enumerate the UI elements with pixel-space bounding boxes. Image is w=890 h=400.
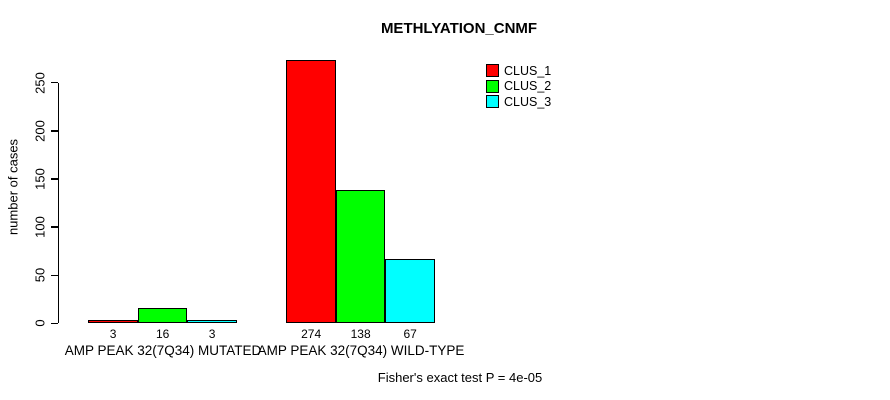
- bar-value-label-clus-3-mutated: 3: [208, 327, 216, 341]
- bar-value-label-clus-3-wild-type: 67: [403, 327, 417, 341]
- x-category-label-wild-type: AMP PEAK 32(7Q34) WILD-TYPE: [257, 343, 465, 358]
- y-axis-line: [57, 82, 59, 324]
- bar-clus-1-wild-type: [286, 59, 336, 324]
- legend-item-clus-3: CLUS_3: [486, 94, 551, 110]
- y-axis-tick-label: 200: [32, 119, 48, 142]
- y-axis-tick: [50, 274, 58, 276]
- legend-label-clus-1: CLUS_1: [504, 63, 552, 78]
- y-axis-title: number of cases: [5, 138, 21, 236]
- y-axis-tick-label: 0: [32, 319, 48, 327]
- bar-clus-2-mutated: [137, 307, 188, 324]
- x-category-label-mutated: AMP PEAK 32(7Q34) MUTATED: [64, 343, 262, 358]
- y-axis-tick: [50, 178, 58, 180]
- bar-value-label-clus-1-mutated: 3: [109, 327, 117, 341]
- legend-label-clus-2: CLUS_2: [504, 79, 552, 94]
- y-axis-tick-label: 250: [32, 71, 48, 94]
- y-axis-tick: [50, 130, 58, 132]
- y-axis-tick-label: 100: [32, 216, 48, 238]
- bar-clus-2-wild-type: [335, 190, 386, 324]
- legend-item-clus-1: CLUS_1: [486, 63, 551, 79]
- bar-clus-3-mutated: [187, 320, 237, 324]
- bar-clus-1-mutated: [88, 320, 138, 324]
- legend-item-clus-2: CLUS_2: [486, 79, 551, 95]
- y-axis-tick-label: 150: [32, 168, 48, 190]
- legend: CLUS_1 CLUS_2 CLUS_3: [486, 63, 551, 110]
- legend-label-clus-3: CLUS_3: [504, 94, 552, 109]
- y-axis-tick: [50, 82, 58, 84]
- bar-value-label-clus-2-wild-type: 138: [350, 327, 371, 341]
- bar-clus-3-wild-type: [385, 258, 435, 324]
- legend-swatch-clus-2: [486, 79, 499, 93]
- fisher-test-annotation: Fisher's exact test P = 4e-05: [377, 370, 543, 385]
- y-axis-tick: [50, 226, 58, 228]
- y-axis-tick: [50, 322, 58, 324]
- chart-title: METHLYATION_CNMF: [380, 20, 538, 37]
- legend-swatch-clus-1: [486, 64, 499, 78]
- y-axis-tick-label: 50: [32, 267, 48, 283]
- bar-value-label-clus-2-mutated: 16: [155, 327, 170, 341]
- bar-value-label-clus-1-wild-type: 274: [301, 327, 322, 341]
- legend-swatch-clus-3: [486, 95, 499, 109]
